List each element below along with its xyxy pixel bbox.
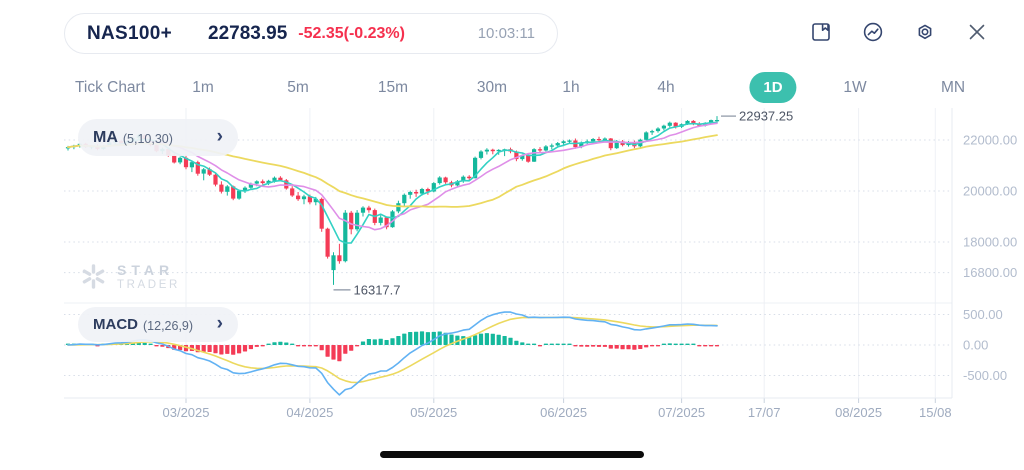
timeframe-tabs: Tick Chart 1m 5m 15m 30m 1h 4h 1D 1W MN: [0, 71, 1024, 109]
quote-time: 10:03:11: [477, 25, 535, 42]
price-change: -52.35(-0.23%): [298, 24, 405, 42]
tab-4h[interactable]: 4h: [657, 79, 675, 96]
macd-label: MACD: [93, 316, 138, 333]
last-price: 22783.95: [208, 22, 288, 44]
svg-text:-500.00: -500.00: [963, 368, 1007, 383]
macd-indicator-pill[interactable]: MACD (12,26,9) ›: [78, 307, 238, 342]
svg-text:15/08: 15/08: [919, 405, 952, 420]
tab-1h[interactable]: 1h: [562, 79, 580, 96]
chevron-right-icon: ›: [216, 313, 223, 334]
watermark-trader: TRADER: [117, 279, 180, 291]
ma-label: MA: [93, 128, 118, 146]
indicator-chart-icon[interactable]: [862, 21, 884, 43]
svg-text:17/07: 17/07: [748, 405, 781, 420]
svg-text:22937.25: 22937.25: [739, 109, 793, 124]
symbol-name: NAS100+: [87, 22, 173, 44]
close-icon[interactable]: [966, 21, 988, 43]
ma-params: (5,10,30): [122, 131, 173, 146]
tab-1m[interactable]: 1m: [192, 79, 214, 96]
tab-tick-chart[interactable]: Tick Chart: [74, 79, 146, 96]
svg-text:0.00: 0.00: [963, 338, 988, 353]
svg-text:22000.00: 22000.00: [963, 133, 1017, 148]
svg-text:08/2025: 08/2025: [835, 405, 882, 420]
svg-text:06/2025: 06/2025: [540, 405, 587, 420]
ma-indicator-pill[interactable]: MA (5,10,30) ›: [78, 119, 238, 156]
chevron-right-icon: ›: [216, 126, 223, 147]
svg-text:04/2025: 04/2025: [286, 405, 333, 420]
quote-summary-pill[interactable]: NAS100+ 22783.95 -52.35(-0.23%) 10:03:11: [64, 13, 558, 54]
svg-text:20000.00: 20000.00: [963, 184, 1017, 199]
save-bookmark-icon[interactable]: [810, 21, 832, 43]
svg-text:03/2025: 03/2025: [163, 405, 210, 420]
svg-text:18000.00: 18000.00: [963, 235, 1017, 250]
watermark-star: STAR: [117, 262, 175, 278]
tab-1w[interactable]: 1W: [843, 79, 867, 96]
star-logo-icon: [82, 264, 105, 289]
svg-text:07/2025: 07/2025: [658, 405, 705, 420]
tab-15m[interactable]: 15m: [377, 79, 409, 96]
svg-text:05/2025: 05/2025: [410, 405, 457, 420]
tab-30m[interactable]: 30m: [476, 79, 508, 96]
header-toolbar: [810, 21, 988, 43]
home-indicator: [380, 451, 644, 458]
svg-text:500.00: 500.00: [963, 307, 1003, 322]
macd-params: (12,26,9): [143, 318, 194, 333]
tab-mn[interactable]: MN: [940, 79, 966, 96]
svg-text:16317.7: 16317.7: [354, 282, 401, 297]
tab-5m[interactable]: 5m: [287, 79, 309, 96]
settings-icon[interactable]: [914, 21, 936, 43]
svg-text:16800.00: 16800.00: [963, 265, 1017, 280]
watermark: STAR TRADER: [80, 262, 180, 291]
tab-1d[interactable]: 1D: [749, 72, 797, 103]
